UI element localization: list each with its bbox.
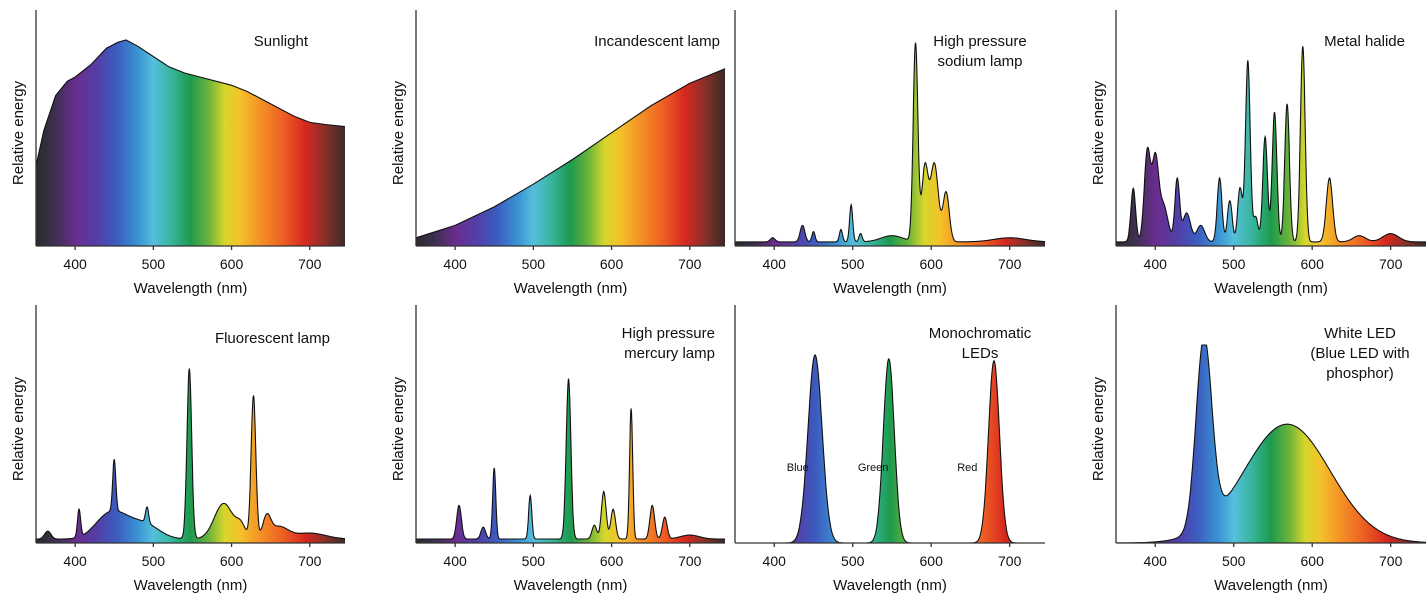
spectrum-area	[36, 368, 345, 543]
spectrum-area	[416, 68, 725, 246]
y-axis-label: Relative energy	[390, 376, 407, 481]
chart-title: Incandescent lamp	[594, 33, 720, 50]
x-tick-label: 700	[1379, 256, 1403, 272]
x-tick-label: 400	[443, 553, 467, 569]
x-tick-label: 400	[63, 256, 87, 272]
x-tick-label: 600	[1301, 256, 1325, 272]
y-axis-label: Relative energy	[390, 80, 407, 185]
spectrum-curve	[415, 68, 726, 239]
x-axis-label: Wavelength (nm)	[833, 577, 947, 594]
y-axis-label: Relative energy	[1090, 80, 1107, 185]
x-tick-label: 400	[63, 553, 87, 569]
spectrum-curve	[36, 368, 346, 540]
spectrum-area	[1116, 345, 1426, 543]
spectrum-area	[735, 42, 1045, 247]
y-axis-label: Relative energy	[10, 80, 27, 185]
x-tick-label: 600	[600, 553, 624, 569]
x-tick-label: 500	[841, 256, 865, 272]
spectrum-curve	[1116, 46, 1426, 243]
x-axis-label: Wavelength (nm)	[1214, 280, 1328, 297]
x-tick-label: 400	[443, 256, 467, 272]
x-tick-label: 500	[522, 256, 546, 272]
x-tick-label: 700	[298, 256, 322, 272]
series-label-green: Green	[858, 462, 889, 474]
x-tick-label: 500	[1222, 256, 1246, 272]
chart-title: Fluorescent lamp	[215, 330, 330, 347]
spectrum-curve	[35, 39, 346, 166]
x-tick-label: 400	[1144, 553, 1168, 569]
chart-panel-8: 400 500 600 700 Wavelength (nm) Relative ener…	[1090, 305, 1426, 594]
x-tick-label: 600	[920, 553, 944, 569]
x-axis-label: Wavelength (nm)	[134, 577, 248, 594]
x-tick-label: 700	[678, 256, 702, 272]
x-tick-label: 600	[1301, 553, 1325, 569]
y-axis-label: Relative energy	[1090, 376, 1107, 481]
x-tick-label: 500	[142, 256, 166, 272]
spectrum-area	[1116, 46, 1426, 247]
chart-title: White LED (Blue LED with phosphor)	[1310, 325, 1409, 382]
chart-panel-1: 400 500 600 700 Wavelength (nm) Relative ener…	[10, 10, 346, 297]
chart-title: High pressure mercury lamp	[622, 325, 715, 362]
x-tick-label: 400	[763, 256, 787, 272]
chart-panel-3: 400 500 600 700 Wavelength (nm) High pressure…	[734, 10, 1046, 297]
x-tick-label: 500	[841, 553, 865, 569]
x-tick-label: 600	[920, 256, 944, 272]
chart-panel-4: 400 500 600 700 Wavelength (nm) Relative ener…	[1090, 10, 1426, 297]
spectrum-curve	[416, 378, 725, 540]
x-tick-label: 400	[763, 553, 787, 569]
series-label-red: Red	[957, 462, 977, 474]
spectrum-curve	[1116, 344, 1426, 544]
chart-panel-7: 400 500 600 700 Wavelength (nm) Monochromatic…	[734, 305, 1045, 594]
x-axis-label: Wavelength (nm)	[833, 280, 947, 297]
x-tick-label: 700	[998, 553, 1022, 569]
chart-title: Monochromatic LEDs	[929, 325, 1032, 362]
x-tick-label: 600	[220, 256, 244, 272]
chart-title: Sunlight	[254, 33, 309, 50]
x-tick-label: 500	[142, 553, 166, 569]
spectrum-area	[735, 354, 1045, 543]
spectrum-curve	[735, 42, 1046, 243]
x-tick-label: 700	[998, 256, 1022, 272]
x-axis-label: Wavelength (nm)	[514, 577, 628, 594]
x-tick-label: 400	[1144, 256, 1168, 272]
x-axis-label: Wavelength (nm)	[1214, 577, 1328, 594]
chart-panel-5: 400 500 600 700 Wavelength (nm) Relative ener…	[10, 305, 346, 594]
spectrum-area	[416, 378, 725, 543]
y-axis-label: Relative energy	[10, 376, 27, 481]
chart-title: High pressure sodium lamp	[933, 33, 1026, 70]
chart-title: Metal halide	[1324, 33, 1405, 50]
chart-panel-6: 400 500 600 700 Wavelength (nm) Relative ener…	[390, 305, 725, 594]
x-axis-label: Wavelength (nm)	[134, 280, 248, 297]
x-tick-label: 500	[1222, 553, 1246, 569]
spectrum-area	[36, 40, 345, 246]
x-tick-label: 700	[678, 553, 702, 569]
x-tick-label: 600	[600, 256, 624, 272]
x-tick-label: 600	[220, 553, 244, 569]
chart-panel-2: 400 500 600 700 Wavelength (nm) Relative ener…	[390, 10, 726, 297]
x-axis-label: Wavelength (nm)	[514, 280, 628, 297]
x-tick-label: 700	[298, 553, 322, 569]
series-label-blue: Blue	[787, 462, 809, 474]
x-tick-label: 500	[522, 553, 546, 569]
x-tick-label: 700	[1379, 553, 1403, 569]
